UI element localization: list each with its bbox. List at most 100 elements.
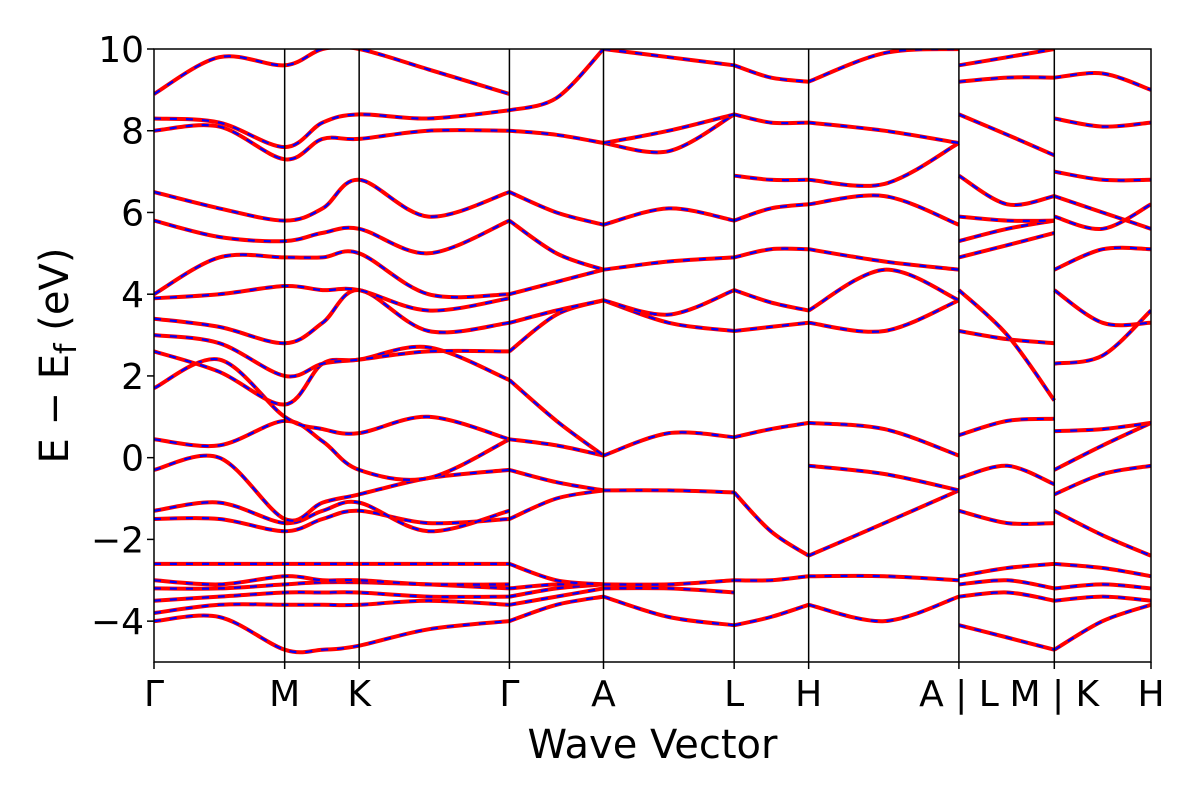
- band-line-dashed: [1053, 195, 1151, 230]
- band-line-dashed: [509, 468, 604, 492]
- band-line-dashed: [603, 49, 735, 67]
- band-line-solid: [808, 420, 960, 458]
- band-line-dashed: [733, 247, 809, 259]
- band-line-solid: [958, 463, 1056, 487]
- band-line-solid: [808, 193, 960, 227]
- band-line-dashed: [808, 574, 959, 582]
- band-line-dashed: [509, 299, 604, 324]
- band-line-dashed: [1053, 421, 1151, 471]
- band-line-dashed: [958, 329, 1055, 345]
- band-line-dashed: [154, 500, 510, 533]
- band-line-solid: [807, 267, 960, 313]
- band-line-solid: [508, 190, 604, 227]
- band-line-solid: [808, 594, 960, 624]
- band-line-dashed: [603, 256, 735, 271]
- band-line-dashed: [734, 321, 809, 333]
- x-tick-label: L: [724, 674, 744, 715]
- band-line-solid: [1053, 463, 1151, 497]
- band-line-solid: [508, 594, 604, 623]
- band-line-dashed: [958, 231, 1055, 259]
- kpoint-lines: [283, 49, 1056, 662]
- band-line-dashed: [603, 595, 735, 627]
- y-tick-label: 0: [121, 439, 144, 480]
- band-line-dashed: [1054, 117, 1151, 128]
- band-line-dashed: [1053, 246, 1151, 271]
- band-line-dashed: [808, 248, 960, 271]
- band-line-solid: [154, 453, 510, 523]
- band-line-dashed: [154, 334, 510, 378]
- y-axis-label: E − Ef (eV): [32, 248, 84, 464]
- y-tick-label: 10: [98, 30, 144, 71]
- band-line-solid: [1053, 245, 1151, 272]
- band-line-solid: [603, 288, 735, 317]
- band-line-dashed: [154, 219, 510, 255]
- band-line-dashed: [1054, 595, 1151, 602]
- band-line-dashed: [508, 190, 604, 226]
- band-line-dashed: [808, 268, 960, 312]
- x-tick-label: Γ: [499, 674, 519, 715]
- band-line-dashed: [958, 562, 1055, 578]
- band-line-dashed: [509, 49, 605, 112]
- band-line-solid: [154, 613, 510, 655]
- x-tick-label: K: [347, 674, 372, 715]
- band-line-dashed: [154, 591, 510, 602]
- band-line-dashed: [808, 421, 960, 457]
- y-axis-label-unit-text: (eV): [32, 248, 78, 331]
- band-line-solid: [154, 49, 510, 96]
- band-line-dashed: [733, 491, 810, 557]
- band-line-dashed: [508, 299, 604, 353]
- y-tick-label: 4: [121, 275, 144, 316]
- band-line-dashed: [154, 49, 510, 96]
- y-axis-ticks: −4 −2 0 2 4 6 8 10: [91, 30, 154, 643]
- band-line-dashed: [508, 489, 604, 521]
- x-tick-label: A | L: [919, 674, 999, 715]
- band-line-dashed: [603, 579, 735, 586]
- band-line-solid: [508, 49, 605, 113]
- y-tick-label: 8: [121, 112, 144, 153]
- band-line-dashed: [808, 595, 960, 623]
- band-line-dashed: [509, 595, 604, 623]
- band-line-dashed: [1054, 421, 1151, 433]
- band-line-dashed: [734, 174, 809, 182]
- band-line-solid: [1053, 288, 1151, 328]
- y-tick-label: −4: [91, 602, 144, 643]
- band-line-dashed: [509, 268, 604, 296]
- band-line-solid: [154, 123, 510, 162]
- band-line-solid: [1054, 71, 1151, 92]
- y-tick-label: 2: [121, 357, 144, 398]
- band-line-solid: [508, 378, 605, 458]
- band-line-dashed: [154, 575, 510, 586]
- band-line-dashed: [1053, 464, 1151, 496]
- band-line-dashed: [1054, 562, 1151, 578]
- band-line-dashed: [1054, 583, 1151, 590]
- band-line-solid: [508, 488, 604, 521]
- band-line-dashed: [509, 129, 604, 145]
- band-line-dashed: [734, 575, 809, 582]
- band-line-solid: [1053, 602, 1151, 652]
- x-axis-label: Wave Vector: [528, 722, 779, 768]
- band-line-dashed: [509, 562, 604, 586]
- band-line-dashed: [808, 121, 960, 145]
- band-line-dashed: [808, 299, 960, 333]
- band-line-dashed: [154, 419, 510, 481]
- band-line-dashed: [1053, 203, 1151, 231]
- band-line-dashed: [958, 591, 1055, 602]
- band-line-dashed: [958, 289, 1056, 402]
- x-tick-label: A: [591, 674, 616, 715]
- y-axis-label-unit: [32, 331, 78, 344]
- y-tick-label: −2: [91, 520, 144, 561]
- band-line-dashed: [958, 215, 1055, 223]
- band-line-dashed: [958, 417, 1055, 437]
- band-line-dashed: [958, 113, 1055, 157]
- band-line-dashed: [958, 579, 1055, 590]
- x-tick-label: M | K: [1009, 674, 1100, 715]
- band-line-dashed: [154, 124, 510, 161]
- band-line-dashed: [603, 113, 735, 154]
- band-line-dashed: [1054, 71, 1151, 91]
- band-line-dashed: [958, 76, 1055, 83]
- band-line-solid: [957, 173, 1055, 207]
- x-tick-label: M: [269, 674, 300, 715]
- x-tick-label: Γ: [144, 674, 164, 715]
